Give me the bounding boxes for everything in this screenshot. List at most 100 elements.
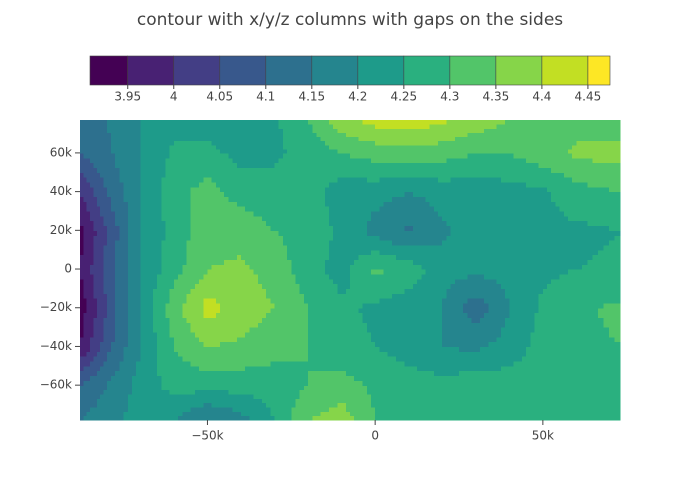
contour-cell [220,307,225,314]
contour-cell [308,398,313,404]
contour-cell [568,398,573,404]
contour-cell [471,346,477,352]
contour-cell [396,341,401,348]
contour-cell [521,288,527,294]
contour-cell [568,411,573,417]
contour-cell [572,317,577,323]
contour-cell [83,385,88,391]
contour-cell [228,341,234,348]
contour-cell [136,293,141,299]
contour-cell [500,293,506,299]
contour-cell [103,370,108,377]
contour-cell [391,302,397,309]
contour-cell [417,351,422,357]
contour-cell [312,317,318,323]
contour-cell [270,240,276,246]
contour-cell [240,254,246,260]
contour-cell [291,269,297,275]
contour-cell [236,360,242,367]
contour-cell [345,331,351,338]
contour-cell [282,317,288,323]
contour-cell [131,283,137,289]
contour-cell [100,341,105,348]
contour-cell [165,244,171,251]
contour-cell [278,327,284,333]
contour-cell [354,283,359,289]
contour-cell [157,365,162,372]
contour-cell [270,380,276,386]
contour-cell [383,307,389,314]
contour-cell [391,380,397,386]
contour-cell [148,341,154,348]
contour-cell [299,385,305,391]
contour-cell [559,411,565,417]
contour-cell [324,240,330,246]
contour-cell [111,389,116,395]
contour-cell [598,406,605,412]
contour-cell [429,406,435,412]
contour-cell [391,346,397,352]
contour-cell [86,288,91,294]
contour-cell [148,351,154,357]
contour-cell [568,393,573,399]
contour-cell [471,370,477,377]
contour-cell [442,375,448,381]
contour-cell [492,302,498,309]
contour-cell [598,411,605,417]
contour-cell [119,356,125,362]
contour-cell [215,411,221,417]
contour-cell [308,302,313,309]
contour-cell [123,317,129,323]
contour-cell [500,327,506,333]
contour-cell [362,244,368,251]
contour-cell [136,259,141,265]
contour-cell [261,365,267,372]
contour-cell [224,235,230,241]
contour-cell [433,230,439,236]
contour-cell [287,365,292,372]
contour-cell [165,317,171,323]
contour-cell [488,351,494,357]
contour-cell [341,375,347,381]
contour-cell [471,360,477,367]
contour-cell [521,307,527,314]
contour-cell [383,351,389,357]
contour-cell [509,375,515,381]
contour-cell [433,351,439,357]
contour-cell [341,302,347,309]
contour-cell [387,341,393,348]
contour-cell [182,346,188,352]
contour-cell [412,356,418,362]
contour-cell [471,269,477,275]
contour-cell [152,351,158,357]
contour-cell [115,341,121,348]
contour-cell [324,415,330,421]
contour-cell [383,298,389,304]
contour-cell [505,336,510,343]
contour-cell [329,240,334,246]
contour-cell [100,411,105,417]
contour-cell [236,264,242,270]
contour-cell [517,346,523,352]
contour-cell [592,269,599,275]
contour-cell [463,389,468,395]
contour-cell [500,398,506,404]
contour-cell [467,230,473,236]
contour-cell [303,283,309,289]
contour-cell [362,393,368,399]
contour-cell [400,283,406,289]
contour-cell [249,327,255,333]
contour-cell [316,264,322,270]
contour-cell [587,331,594,338]
contour-cell [165,356,171,362]
contour-cell [425,298,431,304]
contour-cell [282,393,288,399]
contour-cell [123,351,129,357]
contour-cell [287,269,292,275]
contour-cell [287,288,292,294]
contour-cell [215,370,221,377]
contour-cell [433,375,439,381]
contour-cell [454,283,460,289]
contour-cell [136,302,141,309]
contour-cell [526,327,531,333]
